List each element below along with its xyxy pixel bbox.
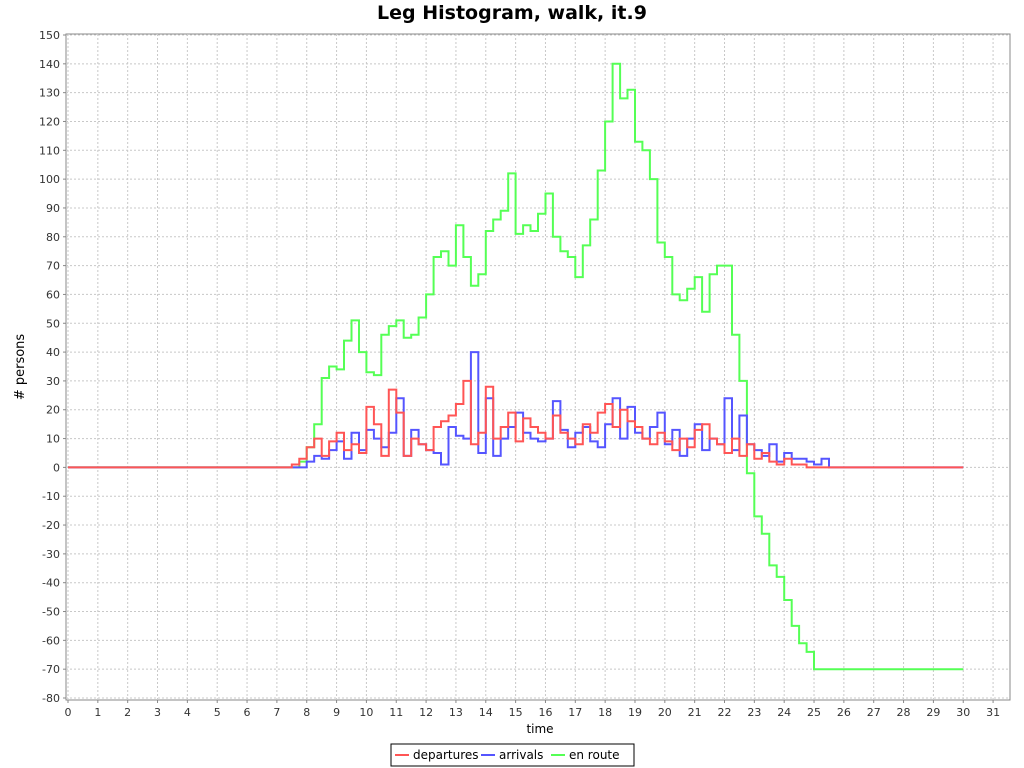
y-tick-label: 100 [39, 173, 60, 186]
y-tick-label: 50 [46, 317, 60, 330]
x-tick-label: 7 [273, 706, 280, 719]
x-tick-label: 13 [449, 706, 463, 719]
y-tick-label: 120 [39, 115, 60, 128]
x-tick-label: 19 [628, 706, 642, 719]
y-tick-label: -40 [42, 577, 60, 590]
y-tick-label: 0 [53, 461, 60, 474]
series-line-departures [68, 379, 964, 469]
y-tick-label: -50 [42, 606, 60, 619]
y-tick-label: 140 [39, 58, 60, 71]
legend-items: departures arrivals en route [395, 748, 620, 762]
x-tick-label: 22 [718, 706, 732, 719]
x-tick-label: 30 [956, 706, 970, 719]
x-tick-label: 23 [747, 706, 761, 719]
x-tick-label: 15 [509, 706, 523, 719]
legend-label: en route [569, 748, 620, 762]
x-tick-label: 2 [124, 706, 131, 719]
y-tick-label: 110 [39, 144, 60, 157]
x-tick-label: 24 [777, 706, 791, 719]
legend-label: arrivals [499, 748, 543, 762]
x-tick-label: 16 [538, 706, 552, 719]
y-tick-label: 130 [39, 87, 60, 100]
x-tick-label: 31 [986, 706, 1000, 719]
y-tick-label: -80 [42, 692, 60, 705]
y-tick-label: 70 [46, 260, 60, 273]
tick-layer: 0 1 2 3 4 5 6 7 8 9 10 11 12 13 14 15 16 17 18 19 20 21 22 23 24… [39, 29, 1000, 719]
y-tick-label: -70 [42, 663, 60, 676]
y-tick-label: 80 [46, 231, 60, 244]
y-axis-label: # persons [13, 334, 28, 401]
x-tick-label: 10 [359, 706, 373, 719]
x-tick-label: 21 [688, 706, 702, 719]
series-line-en-route [68, 62, 964, 671]
x-tick-label: 3 [154, 706, 161, 719]
x-tick-label: 6 [244, 706, 251, 719]
series-layer [68, 62, 964, 671]
y-tick-label: 60 [46, 288, 60, 301]
x-tick-label: 26 [837, 706, 851, 719]
y-tick-label: 150 [39, 29, 60, 42]
y-tick-label: 90 [46, 202, 60, 215]
x-tick-label: 29 [926, 706, 940, 719]
x-tick-label: 0 [65, 706, 72, 719]
x-tick-label: 1 [94, 706, 101, 719]
legend-box [390, 743, 635, 767]
x-tick-label: 11 [389, 706, 403, 719]
chart-title: Leg Histogram, walk, it.9 [377, 2, 647, 24]
y-tick-label: -20 [42, 519, 60, 532]
y-tick-label: 20 [46, 404, 60, 417]
x-tick-label: 18 [598, 706, 612, 719]
x-tick-label: 4 [184, 706, 191, 719]
x-tick-label: 28 [897, 706, 911, 719]
y-tick-label: -60 [42, 634, 60, 647]
y-tick-label: 10 [46, 433, 60, 446]
x-tick-label: 5 [214, 706, 221, 719]
x-tick-label: 25 [807, 706, 821, 719]
x-tick-label: 27 [867, 706, 881, 719]
x-tick-label: 9 [333, 706, 340, 719]
legend-label: departures [413, 748, 479, 762]
y-tick-label: -10 [42, 490, 60, 503]
legend: departures arrivals en route [390, 743, 635, 767]
x-tick-label: 17 [568, 706, 582, 719]
y-tick-label: -30 [42, 548, 60, 561]
y-tick-label: 30 [46, 375, 60, 388]
x-axis-label: time [526, 722, 553, 736]
x-tick-label: 12 [419, 706, 433, 719]
x-tick-label: 14 [479, 706, 493, 719]
y-tick-label: 40 [46, 346, 60, 359]
x-tick-label: 20 [658, 706, 672, 719]
plot-background [65, 33, 1011, 701]
x-tick-label: 8 [303, 706, 310, 719]
